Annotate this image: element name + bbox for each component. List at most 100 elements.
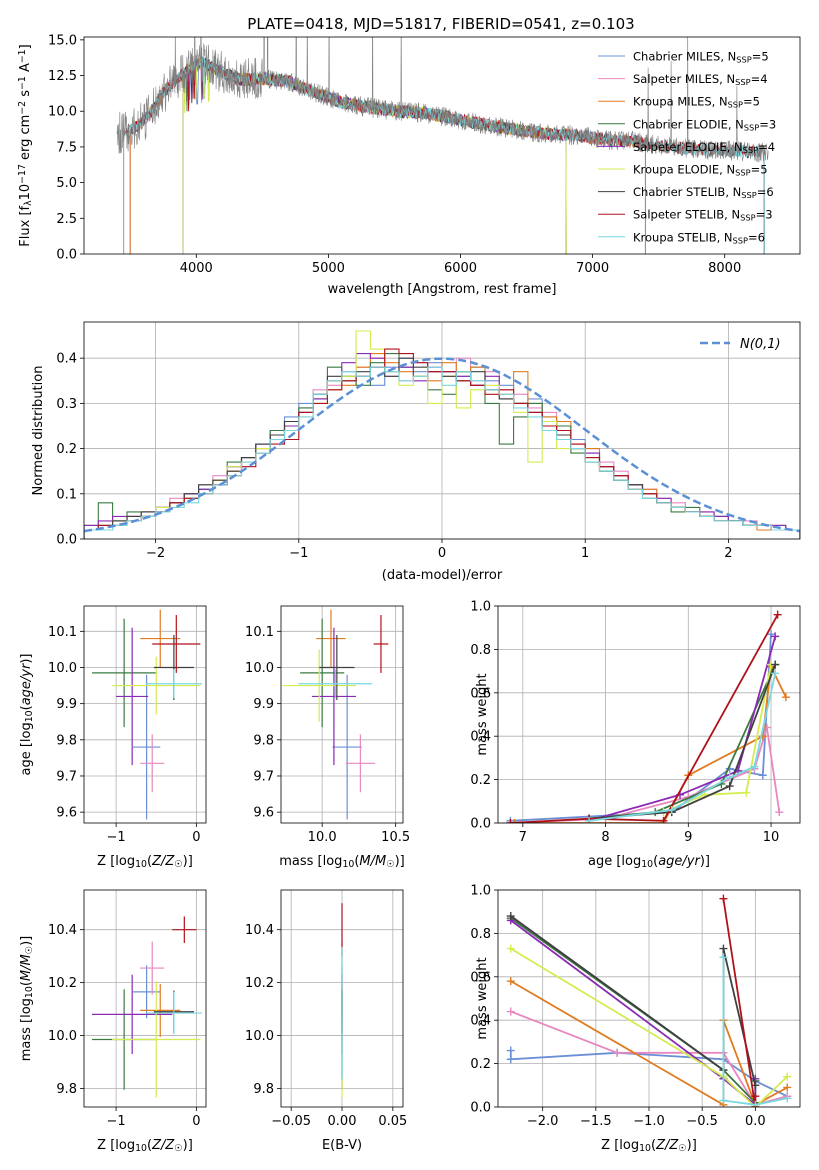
model-spectrum-line xyxy=(182,58,567,254)
x-tick-label: 0.0 xyxy=(745,1114,766,1129)
y-tick-label: 9.6 xyxy=(56,806,77,821)
legend-label-part: =4 xyxy=(751,72,768,86)
spectrum-ylabel-part: −2 xyxy=(17,101,28,115)
legend-label: Salpeter MILES, NSSP=4 xyxy=(633,72,768,87)
y-tick-label: 0.2 xyxy=(470,1057,491,1072)
model-spectrum-line xyxy=(129,57,646,254)
z-mass-ylabel-part: M/M xyxy=(19,954,34,981)
z-age-ylabel-part: age [log xyxy=(19,722,34,775)
z-weight-grid xyxy=(498,889,800,1108)
ebv-mass-xlabel: E(B-V) xyxy=(322,1138,362,1153)
errorbar-point xyxy=(345,734,376,793)
weight-marker xyxy=(510,819,519,823)
observed-spectrum-line xyxy=(116,37,769,163)
age-weight-xlabel-part: )] xyxy=(700,854,710,869)
y-tick-label: 0.4 xyxy=(470,730,491,745)
legend-label: Kroupa MILES, NSSP=5 xyxy=(633,95,760,110)
y-tick-label: 9.9 xyxy=(56,697,77,712)
z-mass-ylabel-part: 10 xyxy=(24,986,35,998)
model-spectrum-line xyxy=(182,56,567,254)
y-tick-label: 9.8 xyxy=(56,1082,77,1097)
ebv-mass-xlabel-part: E(B-V) xyxy=(322,1138,362,1153)
x-tick-label: 10 xyxy=(763,830,780,845)
weight-marker xyxy=(719,894,728,903)
z-weight-xlabel-part: )] xyxy=(687,1138,697,1153)
z-weight-xlabel: Z [log10(Z/Z☉)] xyxy=(601,1138,697,1154)
weight-marker xyxy=(506,1007,515,1016)
errorbar-point xyxy=(152,615,201,673)
y-tick-label: 15.0 xyxy=(48,33,77,48)
spectrum-ylabel-part: −1 xyxy=(17,76,28,90)
legend-label: Chabrier ELODIE, NSSP=3 xyxy=(633,117,776,132)
x-tick-label: 6000 xyxy=(444,261,477,276)
x-tick-label: 0 xyxy=(192,830,200,845)
model-spectrum-line xyxy=(182,58,567,254)
residuals-ylabel: Normed distribution xyxy=(31,366,46,496)
legend-label-part: =5 xyxy=(752,50,769,64)
z-age-xlabel: Z [log10(Z/Z☉)] xyxy=(97,854,193,870)
z-age-panel: −1 09.69.79.89.910.010.1Z [log10(Z/Z☉)]ag… xyxy=(19,605,207,870)
legend-label-part: SSP xyxy=(744,122,759,132)
z-age-xlabel-part: 10 xyxy=(135,859,147,870)
legend-label-part: Kroupa MILES, N xyxy=(633,95,728,109)
mass-age-xlabel-part: mass [log xyxy=(279,854,342,869)
y-tick-label: 0.1 xyxy=(56,487,77,502)
legend-label-part: =5 xyxy=(743,95,760,109)
weight-marker xyxy=(506,1055,515,1064)
legend-label: Chabrier STELIB, NSSP=6 xyxy=(633,185,774,200)
legend-label: Salpeter STELIB, NSSP=3 xyxy=(633,208,773,223)
histogram-series xyxy=(84,366,800,539)
errorbar-point xyxy=(172,916,197,943)
legend-label-part: Salpeter ELODIE, N xyxy=(633,140,743,154)
weight-line xyxy=(588,636,777,822)
y-tick-label: 9.6 xyxy=(253,806,274,821)
legend-label-part: SSP xyxy=(741,190,756,200)
weight-marker xyxy=(667,805,676,814)
weight-marker xyxy=(506,912,515,921)
y-tick-label: 12.5 xyxy=(48,69,77,84)
weight-series xyxy=(585,632,780,823)
weight-series xyxy=(506,610,782,823)
age-weight-frame xyxy=(497,605,801,824)
residuals-grid xyxy=(84,322,800,540)
mass-age-xlabel-part: ☉ xyxy=(386,859,394,870)
legend-label-part: Salpeter STELIB, N xyxy=(633,208,740,222)
legend-label-part: SSP xyxy=(743,145,758,155)
legend-label: Salpeter ELODIE, NSSP=4 xyxy=(633,140,775,155)
legend-label: N(0,1) xyxy=(740,337,781,352)
y-tick-label: 10.0 xyxy=(48,105,77,120)
spectrum-panel: 4000 5000 6000 7000 8000 0.0 2.5 5.0 7.5 10.0 12.5… xyxy=(17,33,801,297)
spectrum-ylabel: Flux [fλ10−17 erg cm−2 s−1 A−1] xyxy=(17,44,34,246)
legend-label-part: =3 xyxy=(756,208,773,222)
weight-marker xyxy=(771,660,780,669)
weight-series xyxy=(506,630,776,823)
errorbar-point xyxy=(282,649,356,722)
weight-marker xyxy=(725,782,734,791)
weight-marker xyxy=(719,1096,728,1105)
y-tick-label: 0.0 xyxy=(56,248,77,263)
y-tick-label: 9.8 xyxy=(253,1082,274,1097)
z-weight-panel: −2.0 −1.5 −1.0 −0.5 0.0 0.0 0.2 0.4 0.6 0.8 1.0 Z [… xyxy=(470,884,801,1154)
y-tick-label: 0.0 xyxy=(470,817,491,832)
y-tick-label: 0.2 xyxy=(470,773,491,788)
spectrum-plot-area xyxy=(116,37,769,254)
x-tick-label: 0.00 xyxy=(328,1114,357,1129)
y-tick-label: 10.1 xyxy=(48,625,77,640)
x-tick-label: −0.05 xyxy=(271,1114,311,1129)
gaussian-reference-line xyxy=(84,357,800,533)
spectrum-ylabel-part: ] xyxy=(18,44,33,49)
errorbar-point xyxy=(373,615,389,673)
x-tick-label: 0 xyxy=(192,1114,200,1129)
z-age-xlabel-part: Z/Z xyxy=(151,854,175,869)
z-age-xlabel-part: )] xyxy=(183,854,193,869)
figure-title: PLATE=0418, MJD=51817, FIBERID=0541, z=0… xyxy=(247,15,634,33)
weight-marker xyxy=(506,977,515,986)
weight-marker xyxy=(758,771,767,780)
spectrum-ylabel-part: −17 xyxy=(17,164,28,184)
y-tick-label: 10.4 xyxy=(245,923,274,938)
y-tick-label: 0.6 xyxy=(470,970,491,985)
y-tick-label: 0.8 xyxy=(470,927,491,942)
model-spectrum-line xyxy=(129,57,646,254)
z-mass-xlabel-part: 10 xyxy=(135,1143,147,1154)
